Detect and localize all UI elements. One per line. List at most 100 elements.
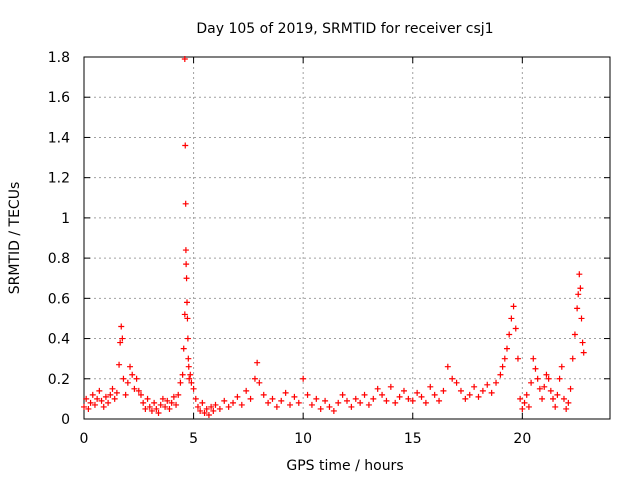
data-point xyxy=(436,397,443,404)
y-tick-label: 1.4 xyxy=(48,130,70,146)
data-point xyxy=(243,387,250,394)
data-point xyxy=(466,391,473,398)
data-point xyxy=(265,399,272,406)
data-point xyxy=(370,395,377,402)
data-point xyxy=(344,397,350,404)
data-point xyxy=(184,315,191,322)
data-point xyxy=(521,399,528,406)
data-point xyxy=(418,393,425,400)
data-point xyxy=(127,363,134,370)
axis-ticks: 0 5 10 15 20 0 0.2 0.4 0.6 0.8 1 1.2 1.4 1.6 1.8 xyxy=(48,50,610,447)
data-point xyxy=(550,395,557,402)
data-point xyxy=(547,387,554,394)
data-point xyxy=(221,397,228,404)
data-point xyxy=(374,385,381,392)
data-point xyxy=(534,375,541,382)
data-point xyxy=(131,385,138,392)
y-tick-label: 0 xyxy=(61,412,70,428)
data-point xyxy=(210,407,217,414)
data-point xyxy=(330,407,337,414)
data-point xyxy=(269,395,276,402)
data-point xyxy=(282,389,289,396)
data-point xyxy=(503,345,510,352)
data-series-csj1 xyxy=(81,56,587,418)
x-tick-label: 20 xyxy=(513,431,531,447)
data-point xyxy=(519,405,526,412)
data-point xyxy=(109,385,116,392)
data-point xyxy=(578,315,585,322)
data-point xyxy=(484,381,491,388)
data-point xyxy=(188,379,195,386)
data-point xyxy=(203,405,210,412)
data-point xyxy=(326,403,333,410)
data-point xyxy=(83,395,90,402)
data-point xyxy=(186,375,193,382)
data-point xyxy=(317,405,324,412)
data-point xyxy=(339,391,346,398)
data-point xyxy=(118,323,125,330)
data-point xyxy=(135,387,142,394)
data-point xyxy=(499,363,506,370)
data-point xyxy=(273,403,280,410)
y-tick-label: 0.4 xyxy=(48,332,70,348)
data-point xyxy=(558,363,565,370)
x-axis-label: GPS time / hours xyxy=(286,458,403,474)
data-point xyxy=(457,387,464,394)
y-tick-label: 1.8 xyxy=(48,50,70,66)
data-point xyxy=(113,389,120,396)
data-point xyxy=(510,303,517,310)
data-point xyxy=(185,363,192,370)
data-point xyxy=(501,355,508,362)
data-point xyxy=(565,399,572,406)
data-point xyxy=(260,391,267,398)
data-point xyxy=(120,375,127,382)
data-point xyxy=(313,395,320,402)
data-point xyxy=(322,397,329,404)
data-point xyxy=(140,399,147,406)
data-point xyxy=(554,391,561,398)
data-point xyxy=(352,395,359,402)
data-point xyxy=(208,403,215,410)
data-point xyxy=(251,375,258,382)
data-point xyxy=(545,375,552,382)
data-point xyxy=(567,385,574,392)
data-point xyxy=(405,395,412,402)
y-tick-label: 1.2 xyxy=(48,171,70,187)
x-tick-label: 0 xyxy=(80,431,89,447)
data-point xyxy=(94,395,101,402)
data-point xyxy=(506,331,513,338)
data-point xyxy=(497,371,504,378)
data-point xyxy=(81,403,87,410)
data-point xyxy=(543,371,550,378)
data-point xyxy=(105,399,112,406)
data-point xyxy=(155,409,162,416)
data-point xyxy=(556,375,563,382)
data-point xyxy=(230,399,237,406)
data-point xyxy=(170,393,177,400)
data-point xyxy=(431,391,438,398)
data-point xyxy=(180,345,187,352)
data-point xyxy=(173,401,180,408)
data-point xyxy=(153,405,160,412)
plot-frame xyxy=(83,56,611,420)
data-point xyxy=(142,405,149,412)
data-point xyxy=(157,401,164,408)
y-tick-label: 0.6 xyxy=(48,291,70,307)
data-point xyxy=(295,399,302,406)
data-point xyxy=(387,383,394,390)
data-point xyxy=(462,395,469,402)
data-point xyxy=(166,405,173,412)
data-point xyxy=(514,355,521,362)
y-tick-label: 0.2 xyxy=(48,372,70,388)
data-point xyxy=(552,403,559,410)
data-point xyxy=(234,393,241,400)
data-point xyxy=(287,401,294,408)
data-point xyxy=(192,395,199,402)
y-axis-label: SRMTID / TECUs xyxy=(7,182,23,295)
data-point xyxy=(190,385,197,392)
data-point xyxy=(197,407,204,414)
data-point xyxy=(102,393,109,400)
data-point xyxy=(187,371,194,378)
data-point xyxy=(179,371,186,378)
data-point xyxy=(212,401,219,408)
